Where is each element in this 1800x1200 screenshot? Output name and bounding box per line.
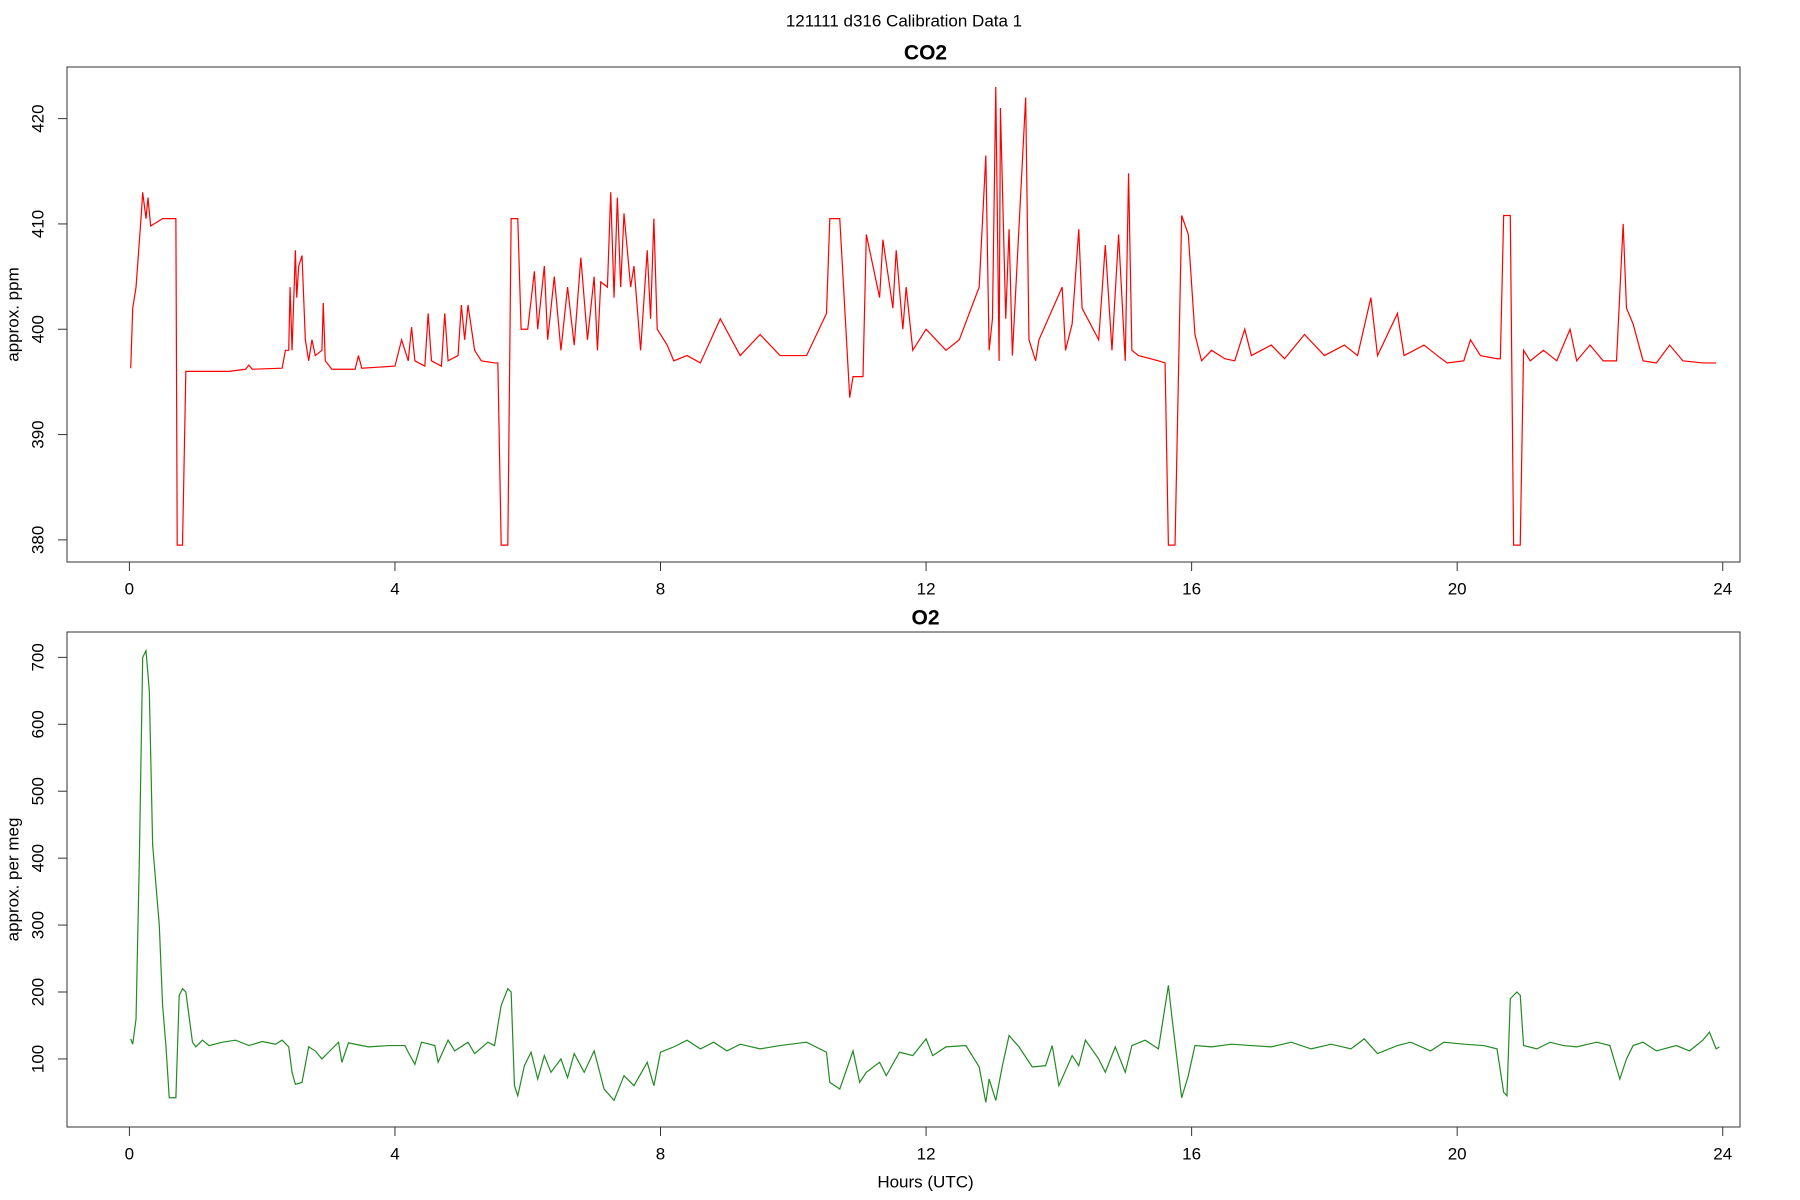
x-tick-label: 16 — [1182, 579, 1201, 598]
x-tick-label: 24 — [1713, 579, 1732, 598]
x-axis-label: Hours (UTC) — [877, 1172, 973, 1191]
x-tick-label: 8 — [656, 1144, 665, 1163]
x-tick-label: 0 — [125, 1144, 134, 1163]
y-tick-label: 700 — [28, 643, 47, 671]
x-tick-label: 12 — [917, 579, 936, 598]
y-tick-label: 500 — [28, 777, 47, 805]
y-tick-label: 420 — [28, 104, 47, 132]
x-tick-label: 4 — [390, 579, 399, 598]
y-tick-label: 300 — [28, 911, 47, 939]
y-tick-label: 200 — [28, 978, 47, 1006]
x-tick-label: 4 — [390, 1144, 399, 1163]
x-tick-label: 20 — [1448, 579, 1467, 598]
x-tick-label: 24 — [1713, 1144, 1732, 1163]
y-tick-label: 410 — [28, 210, 47, 238]
y-tick-label: 400 — [28, 315, 47, 343]
y-tick-label: 600 — [28, 710, 47, 738]
data-line — [130, 87, 1717, 546]
figure-title: 121111 d316 Calibration Data 1 — [786, 11, 1022, 30]
y-axis-label: approx. ppm — [3, 267, 22, 362]
panel-title: CO2 — [904, 42, 947, 65]
x-tick-label: 20 — [1448, 1144, 1467, 1163]
y-tick-label: 380 — [28, 526, 47, 554]
data-line — [130, 648, 1720, 1103]
y-tick-label: 390 — [28, 420, 47, 448]
x-tick-label: 16 — [1182, 1144, 1201, 1163]
x-tick-label: 0 — [125, 579, 134, 598]
y-axis-label: approx. per meg — [3, 818, 22, 942]
x-tick-label: 8 — [656, 579, 665, 598]
panel-title: O2 — [911, 607, 939, 630]
y-tick-label: 400 — [28, 844, 47, 872]
y-tick-label: 100 — [28, 1045, 47, 1073]
x-tick-label: 12 — [917, 1144, 936, 1163]
